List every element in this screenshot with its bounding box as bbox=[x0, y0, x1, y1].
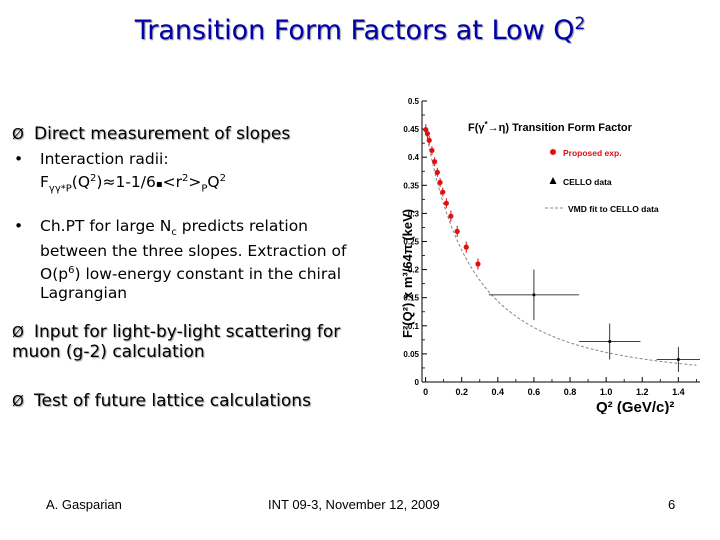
bullet-dot-icon: • bbox=[14, 150, 24, 168]
x-tick-label: 0.2 bbox=[455, 387, 468, 397]
cello-point bbox=[532, 293, 536, 297]
proposed-point bbox=[437, 179, 443, 186]
y-tick-label: 0.4 bbox=[408, 153, 420, 162]
footer-author: A. Gasparian bbox=[46, 497, 122, 512]
y-tick-label: 0.45 bbox=[403, 125, 419, 134]
arrow-bullet-icon: Ø bbox=[12, 323, 24, 341]
footer-page-number: 6 bbox=[668, 497, 676, 512]
proposed-point bbox=[432, 159, 438, 165]
y-tick-label: 0.5 bbox=[408, 97, 420, 106]
proposed-point bbox=[424, 130, 431, 137]
proposed-point bbox=[434, 169, 440, 175]
x-tick-label: 1.2 bbox=[636, 387, 649, 397]
bullet-interaction-radii: • Interaction radii: Fγγ*P(Q2)≈1-1/6▪<r2… bbox=[14, 150, 226, 195]
transition-form-factor-chart: 0 0.05 0.1 0.15 0.2 0.25 0.3 0.35 0.4 0.45 0.5 0 0.2… bbox=[388, 92, 704, 414]
arrow-item-light-by-light: Ø Input for light-by-light scattering for… bbox=[12, 322, 341, 362]
vmd-fit-curve bbox=[425, 129, 697, 366]
proposed-point bbox=[475, 261, 481, 267]
proposed-point bbox=[426, 137, 432, 143]
cello-point bbox=[677, 358, 680, 361]
bullet-chpt: • Ch.PT for large Nc predicts relation b… bbox=[14, 217, 347, 303]
cello-point bbox=[608, 340, 612, 343]
x-axis-label: Q² (GeV/c)² bbox=[596, 399, 674, 414]
legend-proposed-label: Proposed exp. bbox=[563, 148, 622, 158]
y-tick-label: 0.35 bbox=[403, 181, 419, 190]
arrow-bullet-icon: Ø bbox=[12, 392, 24, 410]
proposed-point bbox=[443, 200, 449, 206]
proposed-point bbox=[454, 228, 460, 234]
proposed-point bbox=[440, 189, 446, 195]
y-tick-label: 0.2 bbox=[408, 266, 420, 275]
y-tick-label: 0.15 bbox=[403, 294, 419, 303]
legend-cello-marker bbox=[549, 177, 557, 184]
x-tick-label: 1.4 bbox=[672, 387, 685, 397]
arrow-bullet-icon: Ø bbox=[12, 125, 24, 143]
proposed-point bbox=[463, 244, 469, 250]
arrow-item-lattice: Ø Test of future lattice calculations bbox=[12, 391, 311, 411]
footer-event: INT 09-3, November 12, 2009 bbox=[268, 497, 440, 512]
y-axis-label: F²(Q²) x m³/64π (keV) bbox=[400, 209, 415, 338]
y-tick-label: 0.05 bbox=[403, 350, 419, 359]
y-tick-label: 0.3 bbox=[408, 209, 420, 218]
x-tick-label: 1.0 bbox=[600, 387, 613, 397]
slide-title: Transition Form Factors at Low Q2 bbox=[134, 14, 586, 46]
y-tick-label: 0.1 bbox=[408, 322, 420, 331]
proposed-point bbox=[448, 213, 454, 219]
proposed-point bbox=[429, 147, 435, 154]
y-tick-label: 0.25 bbox=[403, 238, 419, 247]
y-tick-label: 0 bbox=[415, 378, 420, 387]
x-tick-label: 0.8 bbox=[564, 387, 577, 397]
x-tick-label: 0.4 bbox=[492, 387, 505, 397]
x-tick-label: 0.6 bbox=[528, 387, 541, 397]
x-tick-label: 0 bbox=[423, 387, 428, 397]
legend-proposed-marker bbox=[550, 149, 556, 155]
legend-cello-label: CELLO data bbox=[563, 177, 612, 187]
legend-vmd-label: VMD fit to CELLO data bbox=[568, 204, 659, 214]
arrow-item-slopes: Ø Direct measurement of slopes bbox=[12, 124, 291, 144]
chart-title: F(γ*→η) Transition Form Factor bbox=[468, 120, 633, 134]
bullet-dot-icon: • bbox=[14, 217, 24, 235]
